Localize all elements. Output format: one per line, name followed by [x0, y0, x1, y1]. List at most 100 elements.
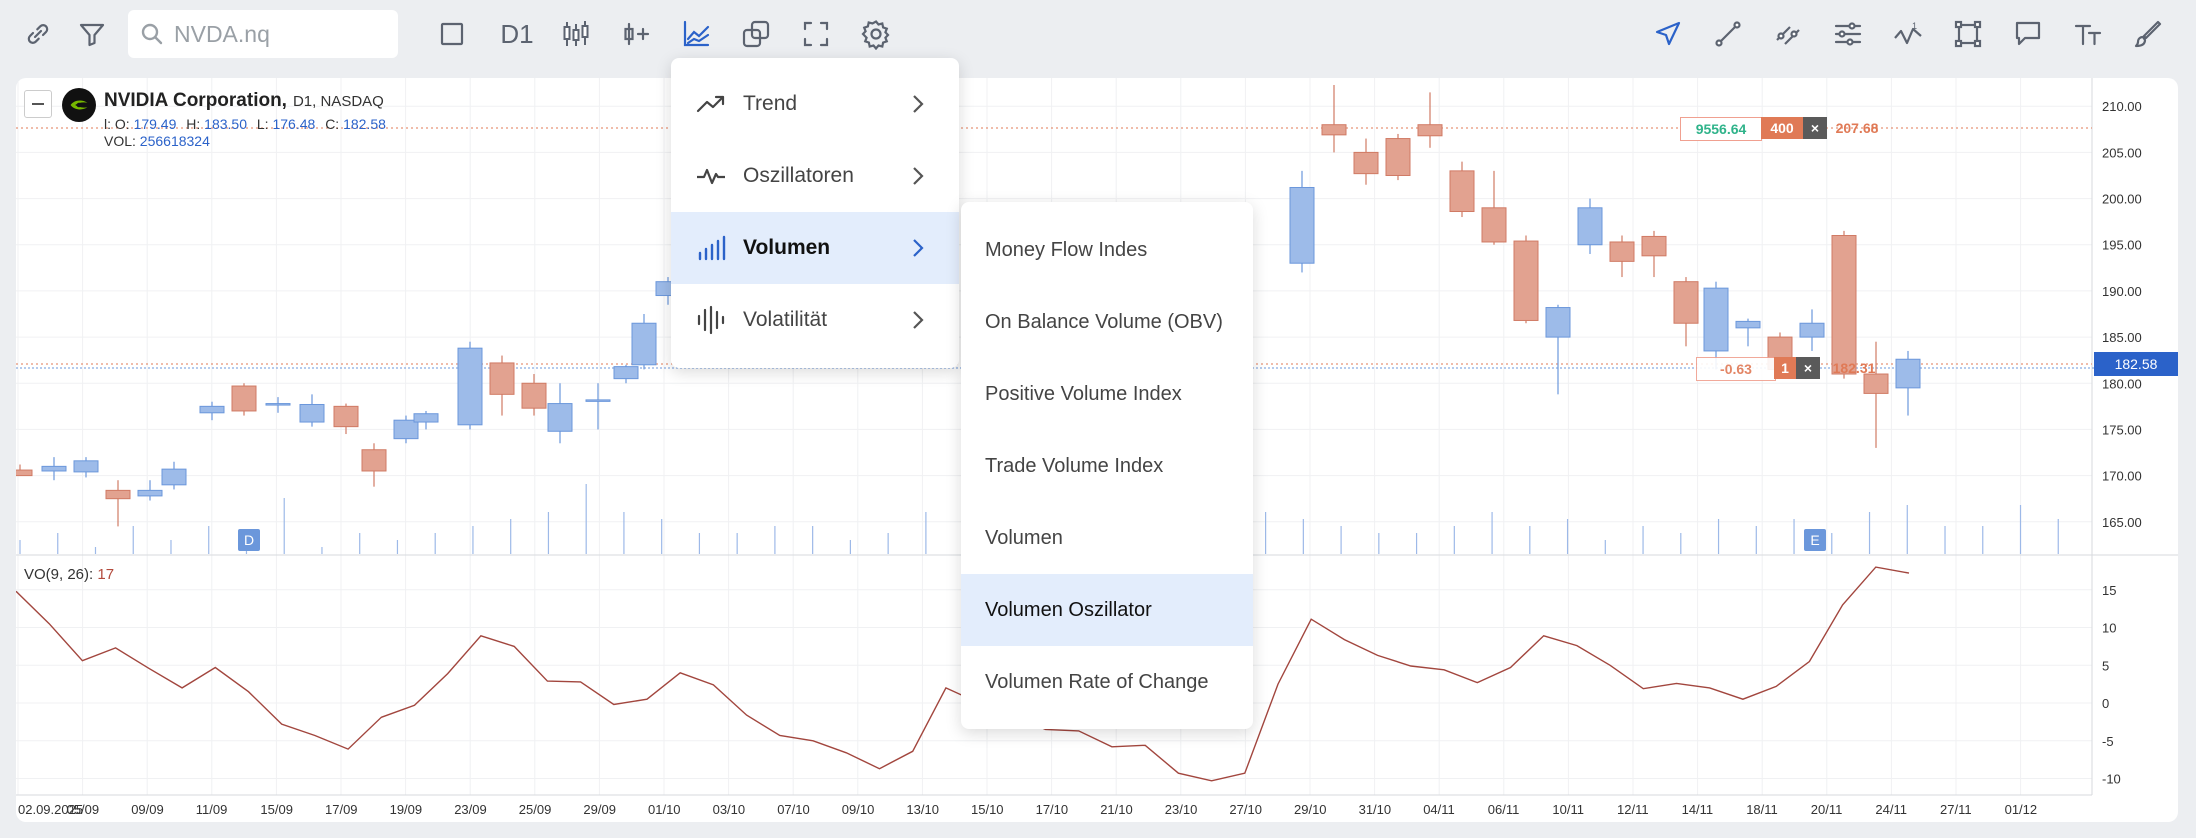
- indicators-icon[interactable]: [676, 14, 716, 54]
- candle-bullish: [161, 468, 187, 486]
- candle-bearish: [1863, 373, 1889, 394]
- time-axis-tick: 17/09: [325, 802, 358, 817]
- order-close-mid-button[interactable]: ×: [1796, 357, 1820, 379]
- candle-bearish: [521, 382, 547, 409]
- time-axis-tick: 09/10: [842, 802, 875, 817]
- candle-bearish: [1831, 235, 1857, 375]
- candle-bullish: [1545, 307, 1571, 338]
- time-axis-tick: 02.09.2025: [18, 802, 83, 817]
- candle-bullish: [1895, 358, 1921, 389]
- high-value: 183.50: [204, 116, 247, 132]
- time-axis-tick: 29/10: [1294, 802, 1327, 817]
- menu-item-label: Volatilität: [743, 308, 828, 331]
- menu-item-label: Trend: [743, 92, 798, 115]
- candle-bearish: [1449, 170, 1475, 213]
- time-axis-tick: 13/10: [906, 802, 939, 817]
- time-axis-tick: 23/09: [454, 802, 487, 817]
- open-value: 179.49: [133, 116, 177, 132]
- order-qty-mid[interactable]: 1: [1774, 357, 1796, 379]
- submenu-item-positive-volume-index[interactable]: Positive Volume Index: [961, 358, 1253, 430]
- time-axis-tick: 14/11: [1682, 802, 1714, 817]
- order-qty-top[interactable]: 400: [1761, 117, 1803, 139]
- nvidia-logo: [62, 88, 96, 122]
- fib-icon[interactable]: [1828, 14, 1868, 54]
- menu-item-oszillatoren[interactable]: Oszillatoren: [671, 140, 959, 212]
- filter-icon[interactable]: [72, 14, 112, 54]
- navigate-icon[interactable]: [1648, 14, 1688, 54]
- current-price-label: 182.58: [2094, 352, 2178, 376]
- time-axis-tick: 10/11: [1552, 802, 1584, 817]
- open-label: l: O:: [104, 116, 130, 132]
- order-price-mid: 182.31: [1822, 357, 1886, 379]
- menu-item-volatilitaet[interactable]: Volatilität: [671, 284, 959, 356]
- time-axis-tick: 01/12: [2005, 802, 2038, 817]
- menu-item-trend[interactable]: Trend: [671, 68, 959, 140]
- submenu-item-trade-volume-index[interactable]: Trade Volume Index: [961, 430, 1253, 502]
- price-axis-tick: 175.00: [2102, 422, 2142, 437]
- line-icon[interactable]: [1708, 14, 1748, 54]
- comment-icon[interactable]: [2008, 14, 2048, 54]
- brush-icon[interactable]: [2128, 14, 2168, 54]
- time-axis-tick: 17/10: [1036, 802, 1069, 817]
- indicator-add-icon[interactable]: [616, 14, 656, 54]
- candle-bearish: [1321, 124, 1347, 136]
- volume-indicator-submenu: Money Flow Indes On Balance Volume (OBV)…: [961, 202, 1253, 729]
- submenu-item-obv[interactable]: On Balance Volume (OBV): [961, 286, 1253, 358]
- time-axis-tick: 29/09: [583, 802, 616, 817]
- oscillator-axis-tick: 10: [2102, 621, 2116, 636]
- menu-item-label: Oszillatoren: [743, 164, 854, 187]
- indicator-legend[interactable]: VO(9, 26): 17: [24, 566, 114, 583]
- trend-icon: [695, 88, 735, 120]
- order-price-mid-value: 182.31: [1832, 360, 1876, 376]
- fullscreen-icon[interactable]: [796, 14, 836, 54]
- price-axis-tick: 170.00: [2102, 469, 2142, 484]
- shape-icon[interactable]: [1948, 14, 1988, 54]
- candle-bullish: [613, 366, 639, 380]
- dividend-marker[interactable]: D: [238, 529, 260, 551]
- submenu-item-volumen-oszillator[interactable]: Volumen Oszillator: [961, 574, 1253, 646]
- ohlc-row: l: O: 179.49 H: 183.50 L: 176.48 C: 182.…: [104, 116, 392, 132]
- settings-icon[interactable]: [856, 14, 896, 54]
- menu-item-label: Volumen: [743, 236, 831, 259]
- time-axis-tick: 24/11: [1875, 802, 1907, 817]
- top-toolbar: D1 1: [0, 0, 2196, 68]
- candle-bullish: [547, 403, 573, 432]
- order-close-top-button[interactable]: ×: [1803, 117, 1827, 139]
- link-icon[interactable]: [18, 14, 58, 54]
- rectangle-icon[interactable]: [432, 14, 472, 54]
- price-axis-tick: 180.00: [2102, 376, 2142, 391]
- compare-icon[interactable]: [736, 14, 776, 54]
- submenu-item-money-flow[interactable]: Money Flow Indes: [961, 214, 1253, 286]
- volume-label: VOL:: [104, 133, 136, 149]
- candles-icon[interactable]: [556, 14, 596, 54]
- candle-bearish: [1609, 241, 1635, 262]
- channel-icon[interactable]: [1768, 14, 1808, 54]
- order-amount-top[interactable]: 9556.64: [1680, 117, 1762, 141]
- volume-icon: [695, 232, 735, 264]
- wave-icon[interactable]: 1: [1888, 14, 1928, 54]
- candle-bullish: [265, 403, 291, 406]
- timeframe-button[interactable]: D1: [494, 14, 540, 54]
- menu-item-volumen[interactable]: Volumen: [671, 212, 959, 284]
- earnings-marker-label: E: [1810, 532, 1820, 548]
- price-axis-tick: 195.00: [2102, 238, 2142, 253]
- time-axis-tick: 01/10: [648, 802, 681, 817]
- text-icon[interactable]: [2068, 14, 2108, 54]
- oscillator-icon: [695, 160, 735, 192]
- time-axis-tick: 03/10: [713, 802, 746, 817]
- instrument-title: NVIDIA Corporation, D1, NASDAQ: [104, 90, 384, 112]
- order-qty-top-value: 400: [1770, 120, 1794, 136]
- search-input[interactable]: [172, 19, 396, 49]
- symbol-search[interactable]: [128, 10, 398, 58]
- collapse-legend-button[interactable]: [24, 90, 52, 118]
- time-axis-tick: 18/11: [1746, 802, 1778, 817]
- submenu-item-volumen[interactable]: Volumen: [961, 502, 1253, 574]
- close-icon: ×: [1810, 120, 1820, 136]
- time-axis-tick: 07/10: [777, 802, 810, 817]
- order-price-top: 207.68: [1829, 117, 1885, 139]
- submenu-item-volumen-roc[interactable]: Volumen Rate of Change: [961, 646, 1253, 718]
- order-amount-mid[interactable]: -0.63: [1696, 357, 1776, 381]
- high-label: H:: [186, 116, 201, 132]
- earnings-marker[interactable]: E: [1804, 529, 1826, 551]
- candle-bearish: [1385, 138, 1411, 176]
